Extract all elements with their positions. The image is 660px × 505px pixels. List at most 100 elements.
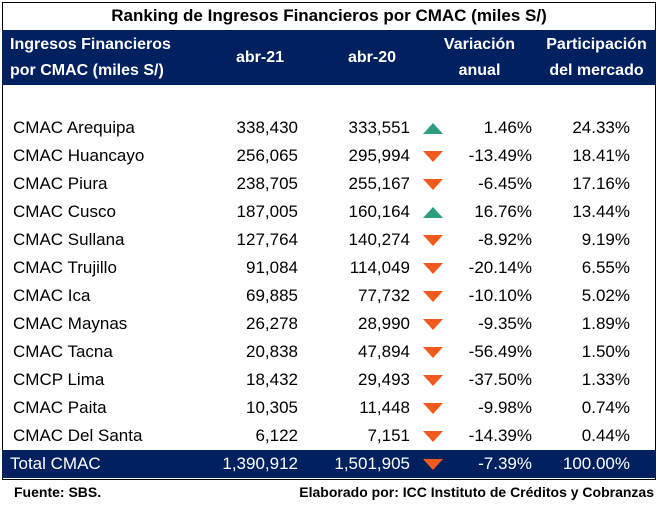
cell-abr20: 295,994 bbox=[348, 146, 410, 165]
cell-name: CMAC Trujillo bbox=[13, 258, 117, 277]
cell-abr20: 114,049 bbox=[349, 258, 410, 277]
cell-variacion: -9.98% bbox=[478, 398, 532, 417]
cell-participacion: 18.41% bbox=[572, 146, 630, 165]
cell-participacion: 1.89% bbox=[581, 314, 630, 333]
total-participacion: 100.00% bbox=[562, 454, 630, 473]
footer-credit: Elaborado por: ICC Instituto de Créditos… bbox=[299, 484, 654, 500]
header-var-line2: anual bbox=[458, 61, 501, 79]
trend-up-icon bbox=[423, 122, 443, 134]
total-variacion: -7.39% bbox=[478, 454, 532, 473]
header-abr21: abr-21 bbox=[235, 48, 285, 66]
trend-down-icon bbox=[423, 150, 443, 162]
cell-abr20: 7,151 bbox=[367, 426, 410, 445]
header-name-line2: por CMAC (miles S/) bbox=[10, 61, 164, 79]
cell-abr21: 187,005 bbox=[236, 202, 298, 221]
cell-participacion: 1.33% bbox=[581, 370, 630, 389]
cell-abr20: 160,164 bbox=[348, 202, 410, 221]
total-row: Total CMAC 1,390,912 1,501,905 -7.39% 10… bbox=[2, 450, 656, 478]
cell-name: CMAC Tacna bbox=[13, 342, 113, 361]
cell-name: CMCP Lima bbox=[13, 370, 105, 389]
trend-up-icon bbox=[423, 206, 443, 218]
table-row: CMAC Sullana 127,764 140,274 -8.92% 9.19% bbox=[2, 226, 656, 254]
total-abr21: 1,390,912 bbox=[222, 454, 298, 473]
cell-abr20: 333,551 bbox=[348, 118, 410, 137]
cell-name: CMAC Sullana bbox=[13, 230, 125, 249]
table-row: CMAC Maynas 26,278 28,990 -9.35% 1.89% bbox=[2, 310, 656, 338]
cell-variacion: -13.49% bbox=[468, 146, 532, 165]
header-part-line1: Participación bbox=[546, 35, 647, 53]
header-var-line1: Variación bbox=[443, 35, 516, 53]
cell-name: CMAC Cusco bbox=[13, 202, 116, 221]
trend-down-icon bbox=[423, 234, 443, 246]
cell-variacion: -56.49% bbox=[468, 342, 532, 361]
cell-abr20: 77,732 bbox=[358, 286, 410, 305]
cell-abr20: 28,990 bbox=[358, 314, 410, 333]
cell-variacion: 1.46% bbox=[483, 118, 532, 137]
header-name-line1: Ingresos Financieros bbox=[10, 35, 171, 53]
cell-variacion: -20.14% bbox=[468, 258, 532, 277]
table-row: CMAC Piura 238,705 255,167 -6.45% 17.16% bbox=[2, 170, 656, 198]
header-part-line2: del mercado bbox=[549, 61, 644, 79]
table-header: Ingresos Financieros por CMAC (miles S/)… bbox=[2, 30, 656, 85]
table-row: CMAC Arequipa 338,430 333,551 1.46% 24.33% bbox=[2, 114, 656, 142]
cell-variacion: 16.76% bbox=[474, 202, 532, 221]
cell-abr21: 256,065 bbox=[236, 146, 298, 165]
trend-down-icon bbox=[423, 402, 443, 414]
cell-variacion: -10.10% bbox=[468, 286, 532, 305]
cell-participacion: 24.33% bbox=[572, 118, 630, 137]
cell-variacion: -14.39% bbox=[468, 426, 532, 445]
cell-abr20: 11,448 bbox=[359, 398, 410, 417]
cell-abr20: 47,894 bbox=[358, 342, 410, 361]
cell-participacion: 0.74% bbox=[581, 398, 630, 417]
cell-participacion: 6.55% bbox=[581, 258, 630, 277]
trend-down-icon bbox=[423, 318, 443, 330]
table-frame bbox=[2, 2, 656, 480]
table-row: CMCP Lima 18,432 29,493 -37.50% 1.33% bbox=[2, 366, 656, 394]
cell-participacion: 17.16% bbox=[572, 174, 630, 193]
table-row: CMAC Paita 10,305 11,448 -9.98% 0.74% bbox=[2, 394, 656, 422]
cell-name: CMAC Maynas bbox=[13, 314, 128, 333]
cell-abr21: 26,278 bbox=[246, 314, 298, 333]
cell-variacion: -9.35% bbox=[478, 314, 532, 333]
trend-down-icon bbox=[423, 458, 443, 470]
table-row: CMAC Del Santa 6,122 7,151 -14.39% 0.44% bbox=[2, 422, 656, 450]
cell-abr21: 238,705 bbox=[236, 174, 298, 193]
cell-abr21: 20,838 bbox=[246, 342, 298, 361]
table-row: CMAC Cusco 187,005 160,164 16.76% 13.44% bbox=[2, 198, 656, 226]
cell-participacion: 13.44% bbox=[572, 202, 630, 221]
cell-participacion: 0.44% bbox=[581, 426, 630, 445]
table-row: CMAC Tacna 20,838 47,894 -56.49% 1.50% bbox=[2, 338, 656, 366]
cell-name: CMAC Paita bbox=[13, 398, 107, 417]
table-body: CMAC Arequipa 338,430 333,551 1.46% 24.33% C… bbox=[2, 114, 656, 450]
cell-abr20: 29,493 bbox=[358, 370, 410, 389]
trend-down-icon bbox=[423, 178, 443, 190]
header-name: Ingresos Financieros por CMAC (miles S/) bbox=[10, 30, 210, 85]
cell-name: CMAC Ica bbox=[13, 286, 91, 305]
cell-abr20: 255,167 bbox=[348, 174, 410, 193]
cell-variacion: -6.45% bbox=[478, 174, 532, 193]
cell-name: CMAC Del Santa bbox=[13, 426, 143, 445]
table-row: CMAC Ica 69,885 77,732 -10.10% 5.02% bbox=[2, 282, 656, 310]
table-footer: Fuente: SBS. Elaborado por: ICC Institut… bbox=[0, 480, 660, 505]
table-row: CMAC Trujillo 91,084 114,049 -20.14% 6.55% bbox=[2, 254, 656, 282]
trend-down-icon bbox=[423, 262, 443, 274]
trend-down-icon bbox=[423, 430, 443, 442]
header-abr20: abr-20 bbox=[347, 48, 397, 66]
cell-name: CMAC Huancayo bbox=[13, 146, 145, 165]
cell-name: CMAC Piura bbox=[13, 174, 108, 193]
header-participacion: Participación del mercado bbox=[537, 30, 656, 85]
header-variacion: Variación anual bbox=[422, 30, 537, 85]
cell-name: CMAC Arequipa bbox=[13, 118, 135, 137]
cell-variacion: -8.92% bbox=[478, 230, 532, 249]
cell-participacion: 5.02% bbox=[581, 286, 630, 305]
trend-down-icon bbox=[423, 374, 443, 386]
cell-participacion: 9.19% bbox=[581, 230, 630, 249]
cell-abr21: 91,084 bbox=[246, 258, 298, 277]
trend-down-icon bbox=[423, 346, 443, 358]
table-row: CMAC Huancayo 256,065 295,994 -13.49% 18.41% bbox=[2, 142, 656, 170]
table-title: Ranking de Ingresos Financieros por CMAC… bbox=[111, 6, 547, 25]
trend-down-icon bbox=[423, 290, 443, 302]
cell-abr21: 18,432 bbox=[246, 370, 298, 389]
cell-abr21: 338,430 bbox=[236, 118, 298, 137]
cell-abr21: 127,764 bbox=[236, 230, 298, 249]
